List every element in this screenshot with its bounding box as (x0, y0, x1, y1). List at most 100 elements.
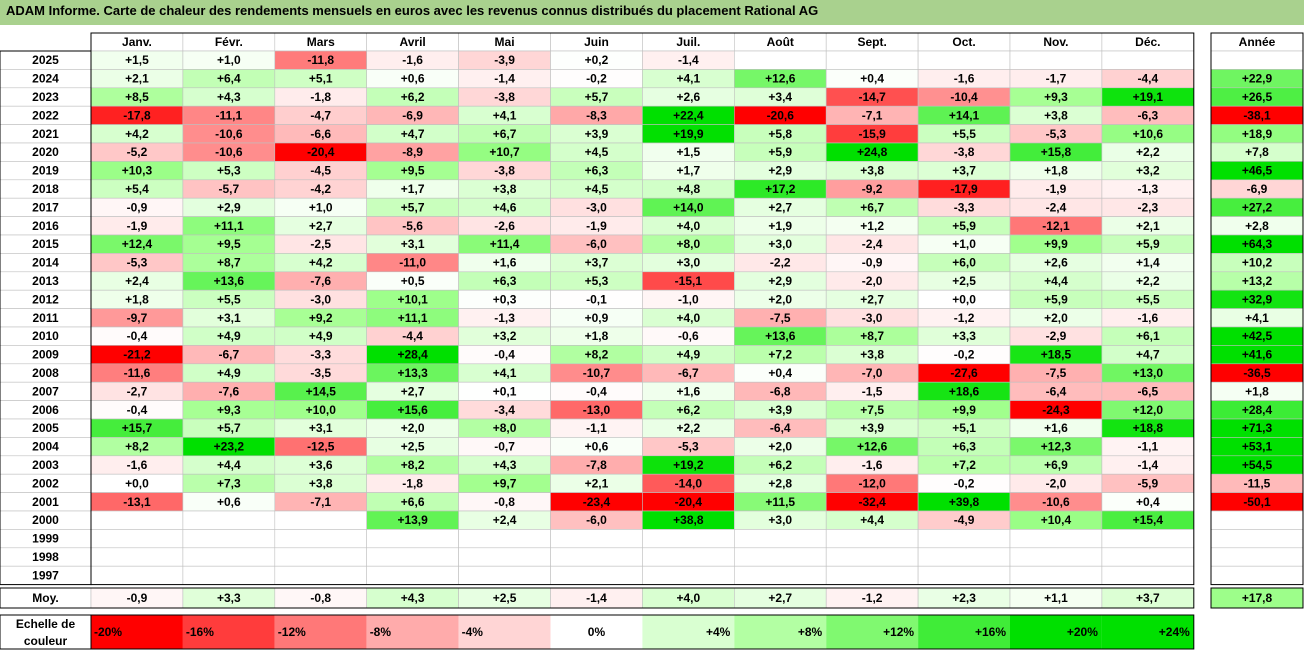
heatmap-value: -3,9 (494, 53, 515, 67)
heatmap-value: -4,5 (310, 164, 331, 178)
heatmap-value: +4,5 (585, 182, 609, 196)
heatmap-value: +1,0 (217, 53, 241, 67)
heatmap-value: +2,6 (1044, 256, 1068, 270)
heatmap-value: +4,0 (676, 219, 700, 233)
heatmap-value: +5,9 (1044, 292, 1068, 306)
annual-column-frame (1210, 32, 1304, 586)
year-label: 2011 (32, 311, 58, 325)
heatmap-value: +10,0 (306, 403, 337, 417)
heatmap-value: -13,0 (583, 403, 611, 417)
heatmap-value: +3,2 (493, 329, 517, 343)
heatmap-value: +14,1 (949, 108, 980, 122)
heatmap-cell (550, 565, 643, 585)
annual-value: +53,1 (1242, 440, 1273, 454)
heatmap-value: -0,8 (494, 495, 515, 509)
year-label: 2009 (32, 348, 59, 362)
title-bar: ADAM Informe. Carte de chaleur des rende… (0, 0, 1304, 25)
heatmap-value: +2,9 (217, 200, 241, 214)
heatmap-value: +2,7 (309, 219, 333, 233)
heatmap-value: -1,3 (1138, 182, 1159, 196)
heatmap-value: -4,9 (954, 513, 975, 527)
heatmap-value: +9,5 (217, 237, 241, 251)
scale-value: -20% (94, 625, 122, 639)
heatmap-value: -2,4 (1046, 200, 1067, 214)
heatmap-value: +3,1 (217, 311, 241, 325)
heatmap-value: +2,1 (125, 72, 149, 86)
heatmap-value: +3,2 (1136, 164, 1160, 178)
heatmap-value: +5,3 (585, 274, 609, 288)
heatmap-value: -6,6 (310, 127, 331, 141)
heatmap-value: -2,3 (1138, 200, 1159, 214)
heatmap-cell (733, 565, 827, 585)
annual-value: +27,2 (1242, 200, 1273, 214)
scale-swatch (734, 615, 827, 649)
heatmap-value: +4,9 (217, 329, 241, 343)
heatmap-value: +15,8 (1041, 145, 1072, 159)
average-label: Moy. (32, 591, 58, 605)
scale-swatch (182, 615, 275, 649)
year-label: 1997 (32, 568, 59, 582)
heatmap-value: +7,5 (860, 403, 884, 417)
scale-swatch (826, 615, 919, 649)
heatmap-value: -12,5 (307, 440, 335, 454)
heatmap-value: +2,9 (768, 164, 792, 178)
heatmap-value: +2,4 (125, 274, 149, 288)
heatmap-value: -0,2 (954, 476, 975, 490)
heatmap-value: -3,3 (310, 348, 331, 362)
heatmap-value: -20,4 (675, 495, 703, 509)
heatmap-cell (366, 529, 459, 549)
heatmap-cell (182, 529, 276, 549)
heatmap-cell (642, 547, 735, 567)
heatmap-value: -21,2 (123, 348, 151, 362)
scale-swatch (274, 615, 367, 649)
heatmap-value: +1,7 (676, 164, 700, 178)
annual-value: +32,9 (1242, 292, 1273, 306)
heatmap-cell (274, 510, 367, 530)
heatmap-value: +2,2 (676, 421, 700, 435)
annual-cell (1210, 529, 1304, 549)
average-value: +2,5 (493, 591, 517, 605)
heatmap-value: -5,9 (1138, 476, 1159, 490)
average-value: +2,7 (768, 591, 792, 605)
heatmap-value: +2,1 (1136, 219, 1160, 233)
scale-swatch (458, 615, 551, 649)
heatmap-value: +4,1 (676, 72, 700, 86)
heatmap-value: +12,6 (857, 440, 888, 454)
heatmap-value: -15,1 (675, 274, 703, 288)
heatmap-value: +8,5 (125, 90, 149, 104)
heatmap-value: +3,8 (860, 348, 884, 362)
heatmap-value: +1,0 (309, 200, 333, 214)
heatmap-value: +2,5 (401, 440, 425, 454)
scale-value: -4% (462, 625, 484, 639)
heatmap-value: +6,0 (952, 256, 976, 270)
heatmap-value: +2,0 (768, 292, 792, 306)
heatmap-value: +3,7 (585, 256, 609, 270)
annual-value: +46,5 (1242, 164, 1273, 178)
month-header: Déc. (1135, 35, 1160, 49)
heatmap-value: +3,8 (493, 182, 517, 196)
heatmap-value: +4,9 (309, 329, 333, 343)
heatmap-value: +10,1 (397, 292, 428, 306)
heatmap-cell (550, 529, 643, 549)
year-label: 2020 (32, 145, 59, 159)
heatmap-value: +9,7 (493, 476, 517, 490)
heatmap-value: +3,9 (768, 403, 792, 417)
heatmap-value: +13,3 (397, 366, 428, 380)
heatmap-value: +13,6 (765, 329, 796, 343)
heatmap-value: -9,7 (127, 311, 148, 325)
heatmap-cell (825, 529, 919, 549)
heatmap-value: +6,9 (1044, 458, 1068, 472)
heatmap-value: +2,4 (493, 513, 517, 527)
heatmap-value: -7,5 (1046, 366, 1067, 380)
heatmap-value: +28,4 (397, 348, 428, 362)
heatmap-value: +3,7 (952, 164, 976, 178)
heatmap-cell (733, 529, 827, 549)
heatmap-value: +13,6 (214, 274, 245, 288)
heatmap-value: +2,9 (768, 274, 792, 288)
year-label: 2019 (32, 164, 59, 178)
scale-value: -8% (370, 625, 392, 639)
heatmap-value: -3,0 (310, 292, 331, 306)
scale-label-line2: couleur (24, 634, 68, 648)
heatmap-value: -1,1 (586, 421, 607, 435)
year-label: 2024 (32, 72, 59, 86)
